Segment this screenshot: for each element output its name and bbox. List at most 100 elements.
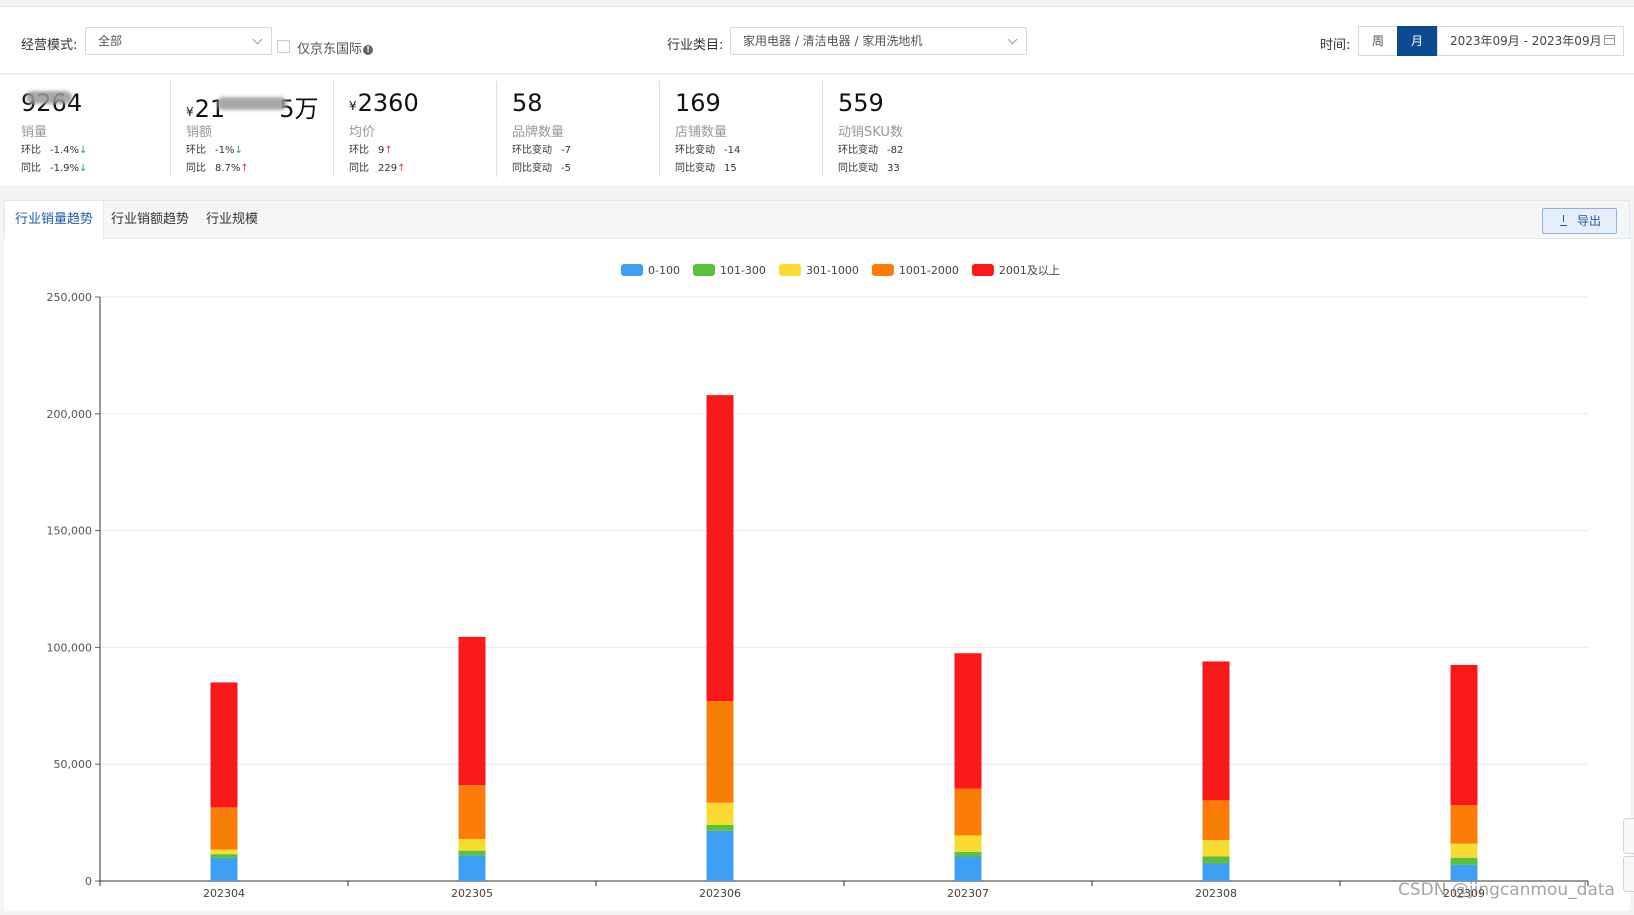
metric-mom: 环比 -1%↓	[186, 145, 243, 156]
info-icon[interactable]: !	[363, 45, 374, 55]
filter-bar: 经营模式: 全部 仅京东国际! 行业类目: 家用电器 / 清洁电器 / 家用洗地…	[0, 6, 1634, 74]
redaction-blur	[25, 91, 72, 104]
metric-yoy: 同比变动 33	[838, 163, 900, 174]
y-tick-label: 100,000	[47, 641, 93, 654]
bar-segment	[706, 824, 734, 831]
date-range-picker[interactable]: 2023年09月 - 2023年09月	[1437, 26, 1624, 56]
chart-area: 0 50,000 100,000 150,000 200,000 250,000 20230…	[4, 239, 1630, 911]
bar-segment	[1202, 661, 1230, 801]
side-float-tab[interactable]	[1623, 856, 1634, 892]
metric-mom: 环比 9↑	[349, 145, 393, 156]
bar-segment	[1450, 805, 1478, 844]
metric-value: 58	[512, 89, 543, 117]
legend-label: 2001及以上	[999, 264, 1060, 277]
legend-swatch	[971, 264, 994, 276]
metric-sales-volume: 9264 销量 环比-1.4%↓ 同比-1.9%↓	[21, 81, 171, 177]
stacked-bar-chart: 0 50,000 100,000 150,000 200,000 250,000 20230…	[47, 264, 1589, 900]
jd-intl-checkbox[interactable]	[277, 40, 290, 53]
bar-segment	[706, 701, 734, 803]
arrow-down-icon: ↓	[79, 145, 88, 156]
side-float-tab[interactable]	[1623, 818, 1634, 854]
y-tick-label: 150,000	[47, 525, 93, 538]
bar-segment	[1450, 864, 1478, 881]
bar-segment	[954, 851, 982, 857]
x-tick-label: 202306	[699, 887, 741, 900]
watermark: CSDN @jingcanmou_data	[1398, 880, 1615, 900]
metric-name: 销量	[21, 125, 48, 140]
legend-swatch	[871, 264, 894, 276]
legend-label: 1001-2000	[899, 264, 959, 277]
bar-segment	[954, 835, 982, 852]
bar-segment	[458, 838, 486, 851]
bar-segment	[1202, 800, 1230, 841]
arrow-up-icon: ↑	[240, 163, 249, 174]
y-tick-label: 250,000	[47, 291, 93, 304]
tab-industry-volume-trend[interactable]: 行业销量趋势	[5, 201, 105, 239]
metric-name: 店铺数量	[675, 125, 728, 140]
tab-industry-scale[interactable]: 行业规模	[206, 212, 259, 227]
metric-avg-price: ¥2360 均价 环比 9↑ 同比 229↑	[333, 81, 484, 177]
granularity-week-button[interactable]: 周	[1358, 26, 1398, 56]
metric-yoy: 同比 8.7%↑	[186, 163, 249, 174]
metric-value: 559	[838, 89, 884, 117]
legend-swatch	[692, 264, 715, 276]
bar-segment	[210, 857, 238, 881]
metric-mom: 环比 -1.4%↓	[21, 145, 88, 156]
mode-label: 经营模式:	[21, 38, 78, 53]
bar-segment	[210, 807, 238, 850]
bar-segment	[458, 855, 486, 881]
industry-label: 行业类目:	[667, 38, 724, 53]
bar-segment	[1202, 863, 1230, 881]
chevron-down-icon	[252, 34, 263, 45]
bar-segment	[706, 830, 734, 881]
legend-label: 101-300	[720, 264, 766, 277]
bar-segment	[458, 636, 486, 786]
calendar-icon	[1604, 35, 1615, 45]
metric-active-sku: 559 动销SKU数 环比变动 -82 同比变动 33	[822, 81, 973, 177]
y-tick-label: 0	[85, 875, 92, 888]
bar-segment	[954, 856, 982, 881]
jd-intl-label: 仅京东国际!	[297, 38, 374, 57]
metric-mom: 环比变动 -7	[512, 145, 571, 156]
bar-segment	[954, 788, 982, 836]
chart-tabs: 行业销量趋势 行业销额趋势 行业规模 导出	[4, 200, 1630, 239]
bar-segment	[458, 850, 486, 856]
arrow-up-icon: ↑	[397, 163, 406, 174]
x-tick-label: 202309	[1443, 887, 1485, 900]
bar-segment	[954, 653, 982, 789]
arrow-down-icon: ↓	[79, 163, 88, 174]
legend-swatch	[778, 264, 801, 276]
bar-segment	[1450, 857, 1478, 865]
x-tick-label: 202304	[203, 887, 245, 900]
metric-name: 均价	[349, 125, 376, 140]
bar-segment	[706, 802, 734, 825]
y-tick-label: 200,000	[47, 408, 93, 421]
time-label: 时间:	[1320, 38, 1351, 53]
bar-segment	[210, 682, 238, 808]
arrow-down-icon: ↓	[234, 145, 243, 156]
y-tick-label: 50,000	[54, 758, 93, 771]
legend-label: 0-100	[648, 264, 680, 277]
tab-industry-amount-trend[interactable]: 行业销额趋势	[111, 212, 190, 227]
x-tick-label: 202305	[451, 887, 493, 900]
chevron-down-icon	[1007, 34, 1018, 45]
granularity-month-button[interactable]: 月	[1397, 26, 1437, 56]
legend-swatch	[621, 264, 643, 276]
redaction-blur	[217, 97, 288, 110]
metric-brand-count: 58 品牌数量 环比变动 -7 同比变动 -5	[496, 81, 647, 177]
metric-yoy: 同比 -1.9%↓	[21, 163, 88, 174]
bar-segment	[458, 785, 486, 839]
mode-select[interactable]: 全部	[85, 27, 272, 55]
bar-segment	[210, 854, 238, 858]
metric-value: 9264	[21, 89, 82, 117]
metric-value: ¥2360	[349, 89, 419, 117]
industry-select[interactable]: 家用电器 / 清洁电器 / 家用洗地机	[730, 27, 1027, 55]
metric-value: ¥21 5万	[186, 95, 319, 123]
bar-segment	[706, 395, 734, 702]
metric-yoy: 同比变动 -5	[512, 163, 571, 174]
export-button[interactable]: 导出	[1542, 208, 1617, 234]
x-tick-label: 202307	[947, 887, 989, 900]
metric-store-count: 169 店铺数量 环比变动 -14 同比变动 15	[659, 81, 810, 177]
bar-segment	[1202, 840, 1230, 857]
